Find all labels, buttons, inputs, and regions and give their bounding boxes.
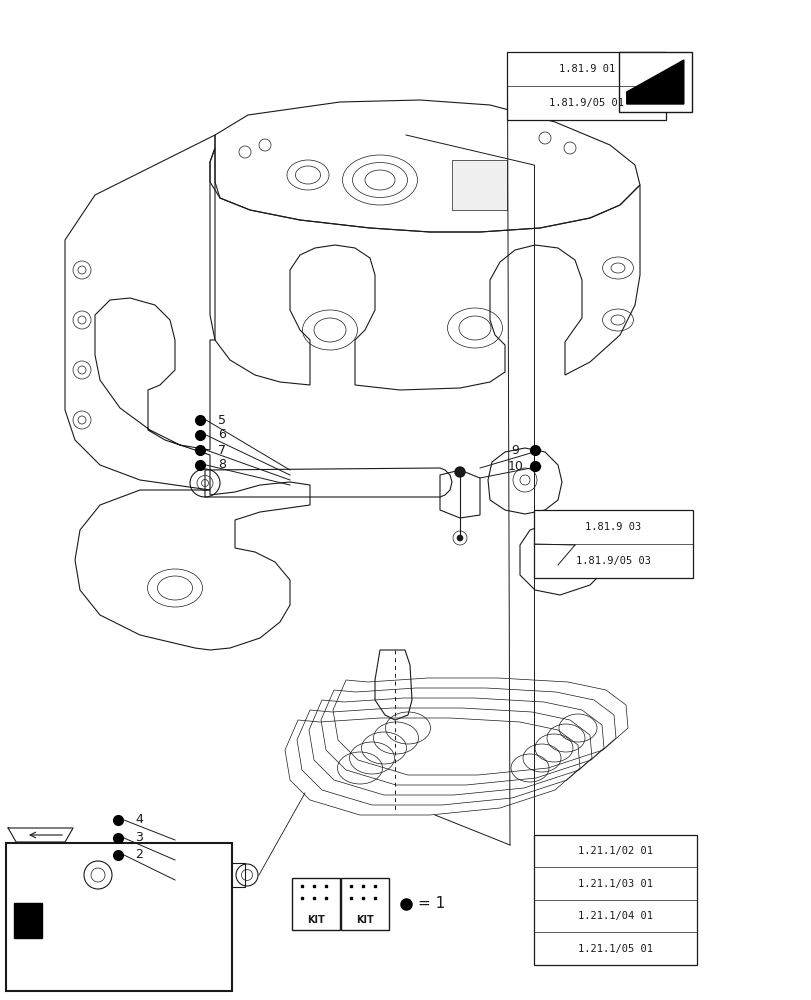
Bar bbox=[534, 835, 696, 965]
Circle shape bbox=[454, 467, 465, 477]
Text: 7: 7 bbox=[217, 444, 225, 456]
Text: 6: 6 bbox=[217, 428, 225, 442]
Bar bbox=[534, 510, 692, 578]
Text: 1.21.1/02 01: 1.21.1/02 01 bbox=[577, 846, 652, 856]
Text: KIT: KIT bbox=[307, 915, 324, 925]
Bar bbox=[452, 160, 506, 210]
Bar bbox=[618, 52, 691, 112]
Bar bbox=[6, 843, 232, 991]
Text: 1.21.1/03 01: 1.21.1/03 01 bbox=[577, 879, 652, 889]
Text: 2: 2 bbox=[135, 848, 143, 861]
Text: 5: 5 bbox=[217, 414, 225, 426]
Text: 4: 4 bbox=[135, 813, 143, 826]
Circle shape bbox=[457, 535, 462, 541]
Polygon shape bbox=[626, 60, 683, 104]
Bar bbox=[507, 52, 665, 120]
Text: 1.81.9 03: 1.81.9 03 bbox=[585, 522, 641, 532]
Bar bbox=[100, 863, 245, 887]
Bar bbox=[341, 878, 388, 930]
Text: 1.21.1/05 01: 1.21.1/05 01 bbox=[577, 944, 652, 954]
Text: 3: 3 bbox=[135, 831, 143, 844]
Bar bbox=[292, 878, 340, 930]
Text: = 1: = 1 bbox=[418, 896, 445, 911]
Text: 1.81.9/05 01: 1.81.9/05 01 bbox=[548, 98, 624, 108]
Text: 1.21.1/04 01: 1.21.1/04 01 bbox=[577, 911, 652, 921]
Text: 1.81.9 01: 1.81.9 01 bbox=[558, 64, 614, 74]
Bar bbox=[116, 853, 171, 898]
Text: 9: 9 bbox=[510, 444, 518, 456]
Text: 8: 8 bbox=[217, 458, 225, 472]
Bar bbox=[15, 903, 42, 938]
Text: KIT: KIT bbox=[356, 915, 374, 925]
Text: 10: 10 bbox=[508, 460, 523, 473]
Text: 1.81.9/05 03: 1.81.9/05 03 bbox=[575, 556, 650, 566]
